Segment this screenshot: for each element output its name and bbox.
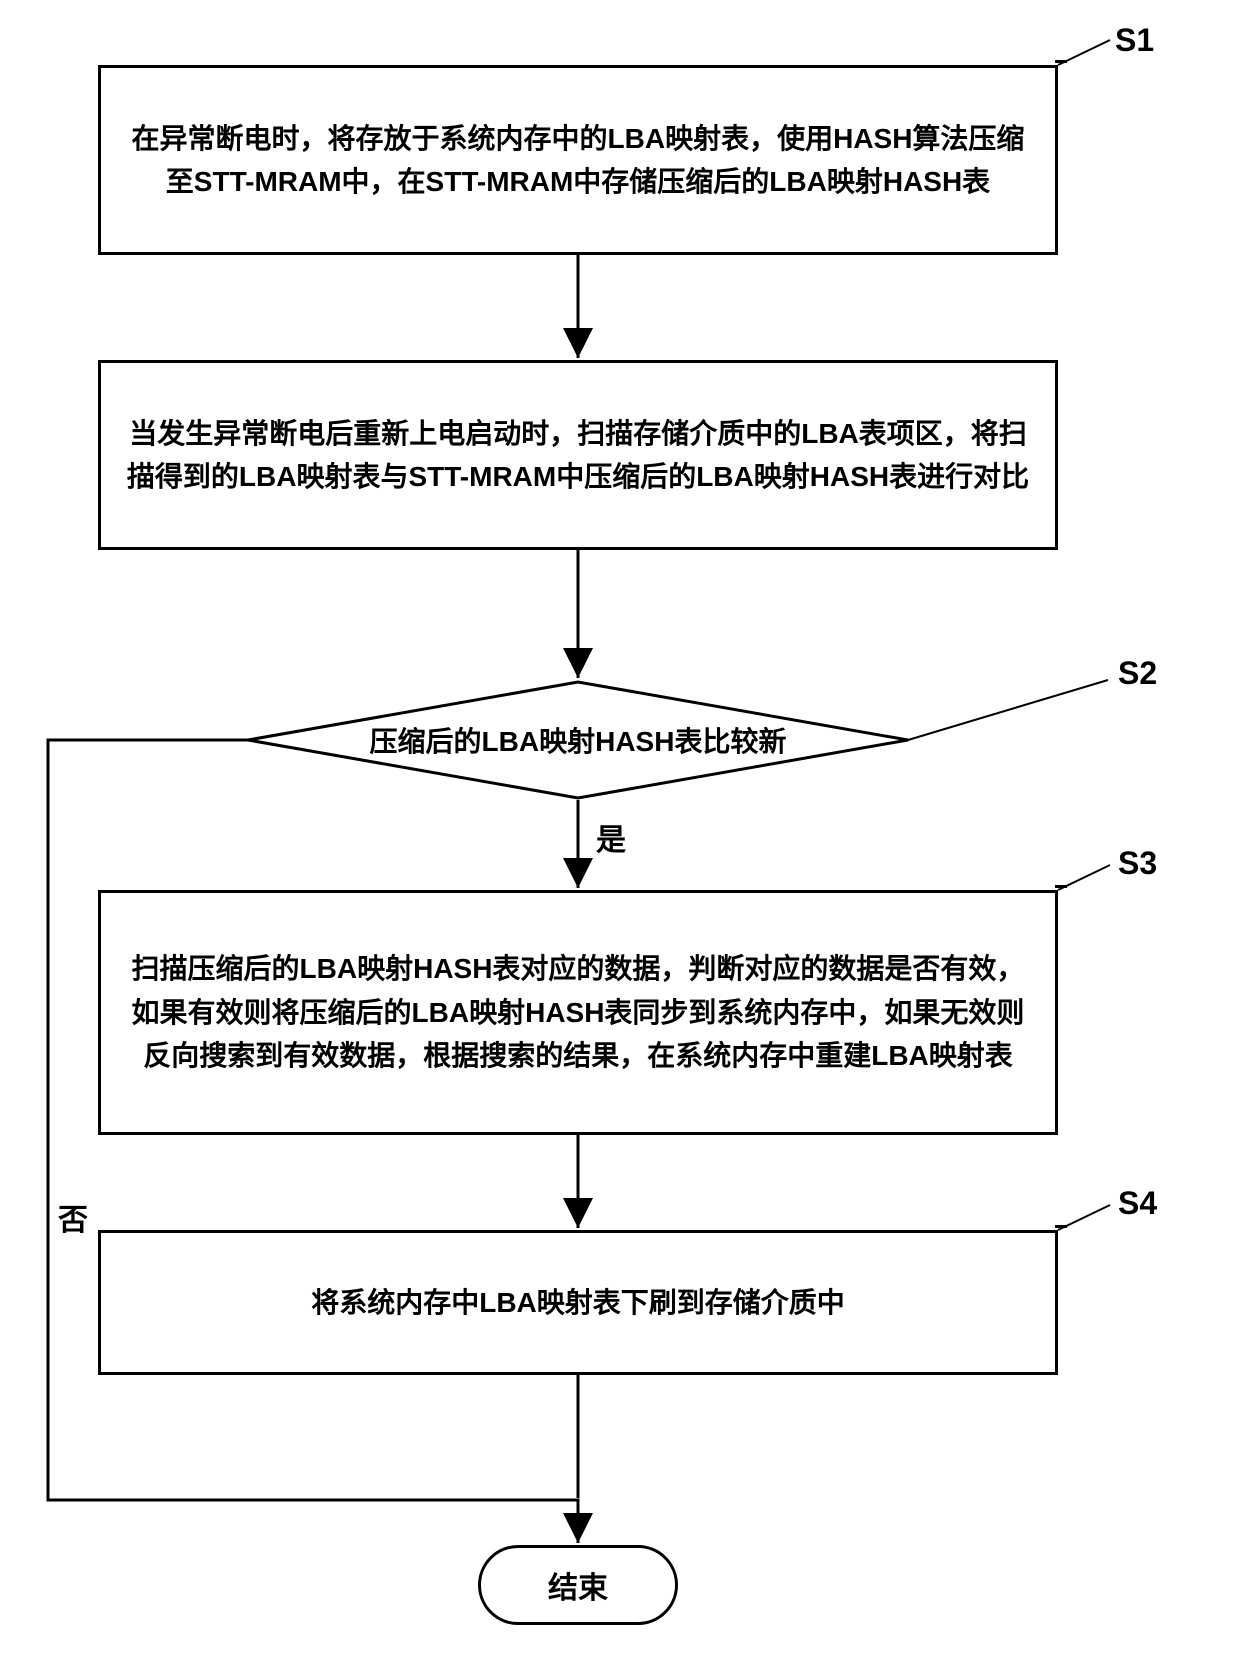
step-s4-text: 将系统内存中LBA映射表下刷到存储介质中 [311, 1281, 845, 1324]
callout-tick-s3 [1055, 885, 1067, 888]
step-s1b-box: 当发生异常断电后重新上电启动时，扫描存储介质中的LBA表项区，将扫描得到的LBA… [98, 360, 1058, 550]
step-s1b-text: 当发生异常断电后重新上电启动时，扫描存储介质中的LBA表项区，将扫描得到的LBA… [125, 412, 1031, 499]
step-s2-text: 压缩后的LBA映射HASH表比较新 [370, 720, 787, 760]
step-s1-box: 在异常断电时，将存放于系统内存中的LBA映射表，使用HASH算法压缩至STT-M… [98, 65, 1058, 255]
callout-tick-s1 [1055, 60, 1067, 63]
step-s1-text: 在异常断电时，将存放于系统内存中的LBA映射表，使用HASH算法压缩至STT-M… [125, 117, 1031, 204]
step-s4-box: 将系统内存中LBA映射表下刷到存储介质中 [98, 1230, 1058, 1375]
edge-label-yes: 是 [596, 815, 626, 859]
step-end-text: 结束 [548, 1563, 608, 1607]
callout-tick-s4 [1055, 1225, 1067, 1228]
step-s2-label: S2 [1118, 655, 1157, 692]
step-s3-box: 扫描压缩后的LBA映射HASH表对应的数据，判断对应的数据是否有效，如果有效则将… [98, 890, 1058, 1135]
edge-label-no: 否 [58, 1195, 88, 1239]
edge-s2-end-no [48, 740, 578, 1543]
step-s3-label: S3 [1118, 845, 1157, 882]
callout-s2 [908, 680, 1108, 740]
step-s4-label: S4 [1118, 1185, 1157, 1222]
step-end-terminator: 结束 [478, 1545, 678, 1625]
step-s3-text: 扫描压缩后的LBA映射HASH表对应的数据，判断对应的数据是否有效，如果有效则将… [125, 947, 1031, 1077]
step-s1-label: S1 [1115, 22, 1154, 59]
